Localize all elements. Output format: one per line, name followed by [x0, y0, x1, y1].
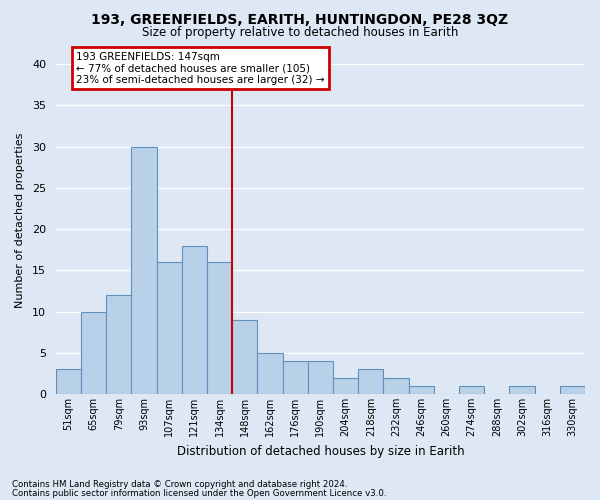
Bar — [207, 262, 232, 394]
Bar — [131, 146, 157, 394]
Bar — [232, 320, 257, 394]
Bar — [409, 386, 434, 394]
Text: 193 GREENFIELDS: 147sqm
← 77% of detached houses are smaller (105)
23% of semi-d: 193 GREENFIELDS: 147sqm ← 77% of detache… — [76, 52, 325, 85]
Bar — [358, 370, 383, 394]
Y-axis label: Number of detached properties: Number of detached properties — [15, 133, 25, 308]
Bar — [459, 386, 484, 394]
X-axis label: Distribution of detached houses by size in Earith: Distribution of detached houses by size … — [176, 444, 464, 458]
Text: Contains public sector information licensed under the Open Government Licence v3: Contains public sector information licen… — [12, 488, 386, 498]
Text: Contains HM Land Registry data © Crown copyright and database right 2024.: Contains HM Land Registry data © Crown c… — [12, 480, 347, 489]
Bar — [283, 361, 308, 394]
Bar — [509, 386, 535, 394]
Bar — [56, 370, 81, 394]
Bar — [383, 378, 409, 394]
Bar — [257, 353, 283, 394]
Bar — [182, 246, 207, 394]
Bar — [157, 262, 182, 394]
Bar — [308, 361, 333, 394]
Bar — [560, 386, 585, 394]
Text: 193, GREENFIELDS, EARITH, HUNTINGDON, PE28 3QZ: 193, GREENFIELDS, EARITH, HUNTINGDON, PE… — [91, 12, 509, 26]
Bar — [81, 312, 106, 394]
Bar — [106, 295, 131, 394]
Text: Size of property relative to detached houses in Earith: Size of property relative to detached ho… — [142, 26, 458, 39]
Bar — [333, 378, 358, 394]
